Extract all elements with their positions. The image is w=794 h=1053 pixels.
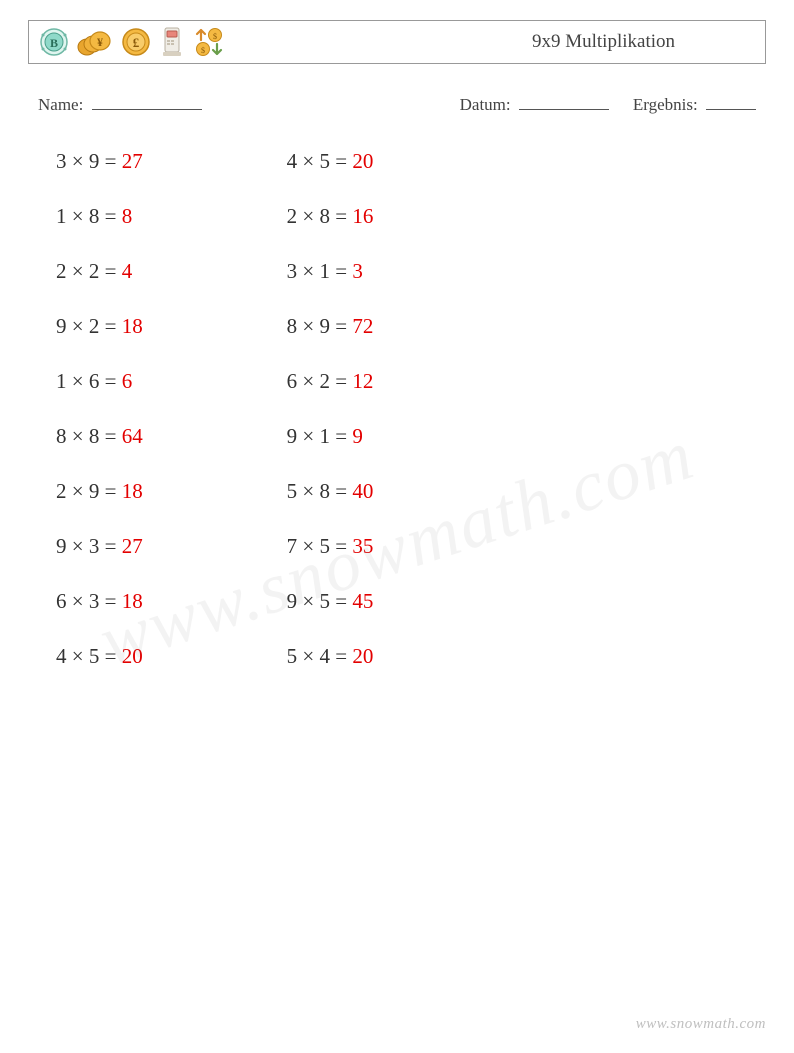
answer: 72 xyxy=(352,314,373,338)
problem-cell: 3 × 9 = 27 xyxy=(56,149,287,174)
answer: 18 xyxy=(122,589,143,613)
problem-cell: 1 × 6 = 6 xyxy=(56,369,287,394)
problems-grid: 3 × 9 = 274 × 5 = 201 × 8 = 82 × 8 = 162… xyxy=(56,149,748,669)
problem-cell: 9 × 1 = 9 xyxy=(287,424,518,449)
problem-cell: 3 × 1 = 3 xyxy=(287,259,518,284)
problem-cell: 8 × 9 = 72 xyxy=(287,314,518,339)
answer: 4 xyxy=(122,259,133,283)
meta-left: Name: xyxy=(38,92,202,115)
answer: 9 xyxy=(352,424,363,448)
problem-cell: 2 × 2 = 4 xyxy=(56,259,287,284)
problem-cell: 4 × 5 = 20 xyxy=(287,149,518,174)
problem-cell: 4 × 5 = 20 xyxy=(56,644,287,669)
problem-cell: 6 × 2 = 12 xyxy=(287,369,518,394)
answer: 8 xyxy=(122,204,133,228)
problem-cell: 8 × 8 = 64 xyxy=(56,424,287,449)
problem-cell: 9 × 5 = 45 xyxy=(287,589,518,614)
problem-cell: 9 × 2 = 18 xyxy=(56,314,287,339)
empty-cell xyxy=(517,589,748,614)
yen-coins-icon: ¥ xyxy=(77,27,113,57)
answer: 20 xyxy=(122,644,143,668)
result-label: Ergebnis: xyxy=(633,95,698,114)
answer: 40 xyxy=(352,479,373,503)
problem-cell: 5 × 4 = 20 xyxy=(287,644,518,669)
svg-text:$: $ xyxy=(201,46,205,55)
meta-row: Name: Datum: Ergebnis: xyxy=(38,92,756,115)
answer: 18 xyxy=(122,314,143,338)
worksheet-page: B ¥ £ xyxy=(0,0,794,1053)
header-icons: B ¥ £ xyxy=(39,26,225,58)
answer: 18 xyxy=(122,479,143,503)
name-blank[interactable] xyxy=(92,92,202,110)
empty-cell xyxy=(517,314,748,339)
date-label: Datum: xyxy=(460,95,511,114)
empty-cell xyxy=(517,644,748,669)
empty-cell xyxy=(517,149,748,174)
answer: 35 xyxy=(352,534,373,558)
result-field: Ergebnis: xyxy=(633,92,756,115)
svg-text:B: B xyxy=(50,36,58,50)
problem-cell: 2 × 9 = 18 xyxy=(56,479,287,504)
card-reader-icon xyxy=(159,26,185,58)
problem-cell: 7 × 5 = 35 xyxy=(287,534,518,559)
empty-cell xyxy=(517,479,748,504)
footer-url: www.snowmath.com xyxy=(636,1016,766,1033)
svg-text:$: $ xyxy=(213,32,217,41)
up-down-coins-icon: $ $ xyxy=(193,26,225,58)
empty-cell xyxy=(517,424,748,449)
answer: 27 xyxy=(122,534,143,558)
answer: 45 xyxy=(352,589,373,613)
date-field: Datum: xyxy=(460,92,609,115)
problem-cell: 9 × 3 = 27 xyxy=(56,534,287,559)
problem-cell: 5 × 8 = 40 xyxy=(287,479,518,504)
worksheet-title: 9x9 Multiplikation xyxy=(532,31,755,53)
answer: 16 xyxy=(352,204,373,228)
name-field: Name: xyxy=(38,92,202,115)
answer: 3 xyxy=(352,259,363,283)
header-box: B ¥ £ xyxy=(28,20,766,64)
answer: 6 xyxy=(122,369,133,393)
empty-cell xyxy=(517,369,748,394)
answer: 27 xyxy=(122,149,143,173)
problem-cell: 2 × 8 = 16 xyxy=(287,204,518,229)
answer: 12 xyxy=(352,369,373,393)
answer: 20 xyxy=(352,644,373,668)
answer: 64 xyxy=(122,424,143,448)
svg-text:¥: ¥ xyxy=(97,35,103,49)
meta-right: Datum: Ergebnis: xyxy=(460,92,756,115)
pound-coin-icon: £ xyxy=(121,27,151,57)
svg-text:£: £ xyxy=(133,35,140,50)
problem-cell: 1 × 8 = 8 xyxy=(56,204,287,229)
date-blank[interactable] xyxy=(519,92,609,110)
answer: 20 xyxy=(352,149,373,173)
empty-cell xyxy=(517,534,748,559)
problem-cell: 6 × 3 = 18 xyxy=(56,589,287,614)
name-label: Name: xyxy=(38,95,83,114)
empty-cell xyxy=(517,204,748,229)
result-blank[interactable] xyxy=(706,92,756,110)
empty-cell xyxy=(517,259,748,284)
bitcoin-coin-icon: B xyxy=(39,27,69,57)
